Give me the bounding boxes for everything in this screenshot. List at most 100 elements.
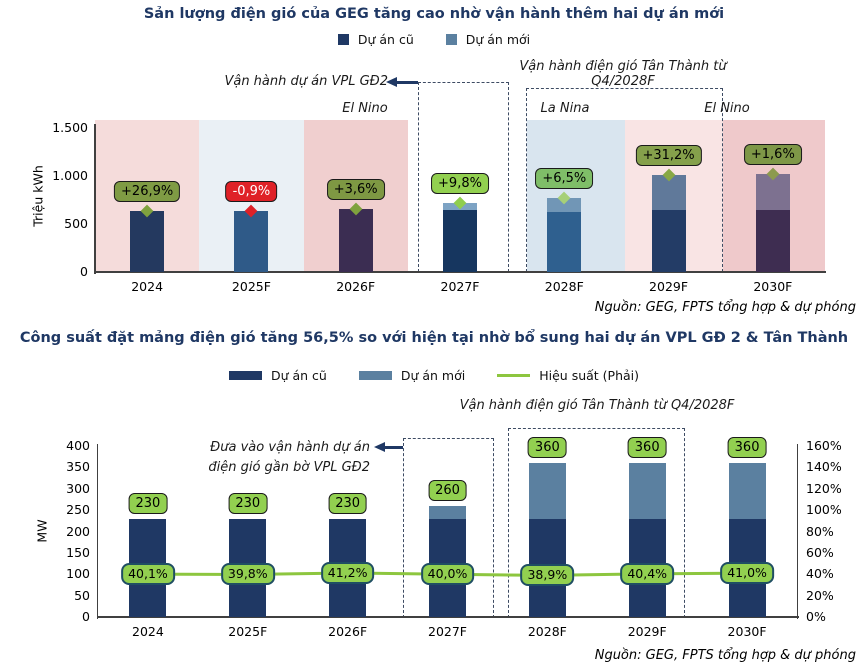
legend-label-old-projects: Dự án cũ (357, 32, 414, 47)
bar-new-projects (728, 463, 766, 519)
annotation-vpl-top: Vận hành dự án VPL GĐ2 (224, 74, 388, 89)
bar-old-projects (443, 209, 477, 272)
legend-swatch-new-projects (358, 371, 392, 380)
capacity-x-axis-label: 2025F (228, 624, 268, 639)
efficiency-badge: 40,0% (420, 563, 475, 586)
production-chart-title: Sản lượng điện gió của GEG tăng cao nhờ … (143, 6, 725, 22)
bar-new-projects (528, 463, 566, 519)
annotation-vpl-line2: điện gió gần bờ VPL GĐ2 (208, 460, 370, 475)
annotation-vpl-bottom: Đưa vào vận hành dự án điện gió gần bờ V… (150, 438, 370, 478)
bar-old-projects (338, 208, 373, 272)
production-x-axis-label: 2028F (544, 279, 584, 294)
tan-thanh-highlight-box-top (526, 88, 723, 272)
bar-old-projects (651, 209, 686, 272)
capacity-y-tick-label-left: 300 (66, 480, 90, 496)
production-x-axis-label: 2030F (753, 279, 793, 294)
efficiency-badge: 41,2% (320, 561, 375, 584)
source-note-top: Nguồn: GEG, FPTS tổng hợp & dự phóng (594, 300, 856, 315)
capacity-y-tick-label-left: 400 (66, 438, 90, 453)
growth-badge: +6,5% (535, 168, 594, 190)
growth-badge: -0,9% (225, 181, 278, 203)
capacity-badge: 360 (527, 437, 567, 459)
capacity-y-tick-label-left: 100 (66, 566, 90, 582)
capacity-badge: 260 (428, 479, 467, 501)
capacity-y-tick-label-right: 20% (806, 587, 834, 603)
bar-new-projects (628, 463, 666, 519)
climate-label-el-nino-1: El Nino (342, 101, 388, 116)
capacity-x-axis-label: 2024 (132, 624, 164, 639)
capacity-y-tick-label-left: 0 (82, 609, 90, 624)
capacity-y-tick-label-right: 100% (806, 502, 842, 518)
capacity-y-tick-label-left: 200 (66, 523, 90, 539)
growth-badge: +3,6% (326, 178, 385, 200)
legend-label-new-projects: Dự án mới (400, 368, 466, 383)
annotation-vpl-line1: Đưa vào vận hành dự án (210, 440, 370, 455)
legend-swatch-new-projects (445, 34, 457, 45)
capacity-y-tick-label-right: 160% (806, 438, 842, 453)
legend-swatch-old-projects (228, 371, 262, 380)
capacity-badge: 360 (627, 437, 667, 459)
legend-label-new-projects: Dự án mới (465, 32, 531, 47)
capacity-x-axis-label: 2028F (527, 624, 567, 639)
capacity-y-axis-title: MW (34, 519, 50, 543)
climate-label-la-nina: La Nina (540, 101, 590, 116)
production-x-axis-label: 2025F (231, 279, 271, 294)
capacity-x-axis-label: 2026F (328, 624, 368, 639)
capacity-x-axis-label: 2030F (727, 624, 767, 639)
production-y-axis-line (94, 124, 96, 274)
bar-new-projects (547, 198, 582, 213)
capacity-y-tick-label-right: 40% (806, 566, 834, 582)
efficiency-badge: 41,0% (720, 562, 774, 585)
production-legend: Dự án cũ Dự án mới (0, 32, 868, 47)
bar-old-projects (234, 211, 269, 272)
capacity-y-tick-label-right: 140% (806, 459, 842, 475)
capacity-y-axis-line-left (96, 444, 99, 619)
efficiency-badge: 40,4% (620, 562, 675, 585)
capacity-y-tick-label-right: 80% (806, 523, 834, 539)
legend-label-efficiency: Hiệu suất (Phải) (539, 368, 640, 383)
growth-badge: +9,8% (431, 172, 489, 194)
growth-badge: +26,9% (114, 180, 181, 202)
legend-label-old-projects: Dự án cũ (270, 368, 327, 383)
vpl-arrow-line (384, 446, 403, 449)
bar-old-projects (547, 212, 582, 272)
annotation-tan-thanh-bottom: Vận hành điện gió Tân Thành từ Q4/2028F (459, 398, 735, 413)
capacity-chart-title: Công suất đặt mảng điện gió tăng 56,5% s… (19, 330, 849, 346)
production-x-axis-label: 2024 (131, 279, 164, 294)
capacity-badge: 230 (228, 492, 268, 514)
capacity-y-axis-line-right (796, 444, 799, 619)
capacity-badge: 230 (328, 492, 368, 514)
legend-swatch-old-projects (337, 34, 349, 45)
vpl-highlight-box-top (418, 82, 509, 272)
growth-badge: +1,6% (743, 143, 802, 165)
production-y-tick-label: 1.500 (52, 120, 88, 135)
capacity-badge: 360 (727, 437, 767, 459)
capacity-y-tick-label-right: 120% (806, 480, 842, 496)
source-note-bottom: Nguồn: GEG, FPTS tổng hợp & dự phóng (594, 648, 856, 663)
climate-label-el-nino-2: El Nino (704, 101, 750, 116)
vpl-arrow-icon (386, 76, 397, 87)
production-x-axis-label: 2027F (440, 279, 480, 294)
capacity-badge: 230 (128, 492, 168, 514)
vpl-arrow-icon (374, 441, 385, 452)
production-x-axis-line (94, 271, 826, 273)
bar-new-projects (429, 505, 466, 519)
vpl-arrow-line (396, 81, 418, 84)
bar-old-projects (130, 210, 165, 272)
production-y-tick-label: 0 (80, 264, 88, 279)
production-y-tick-label: 1.000 (52, 168, 88, 183)
capacity-y-tick-label-left: 250 (66, 502, 90, 518)
efficiency-badge: 40,1% (121, 563, 175, 586)
capacity-y-tick-label-right: 0% (806, 609, 826, 624)
efficiency-badge: 39,8% (220, 563, 275, 586)
capacity-x-axis-label: 2027F (427, 624, 468, 639)
capacity-y-tick-label-left: 350 (66, 459, 90, 475)
capacity-x-axis-label: 2029F (627, 624, 667, 639)
production-x-axis-label: 2026F (336, 279, 376, 294)
capacity-legend: Dự án cũ Dự án mới Hiệu suất (Phải) (0, 368, 868, 383)
annotation-tan-thanh-top: Vận hành điện gió Tân Thành từ Q4/2028F (519, 59, 727, 89)
capacity-y-tick-label-left: 50 (74, 587, 90, 603)
legend-swatch-efficiency-line (497, 373, 531, 378)
capacity-y-tick-label-left: 150 (66, 544, 90, 560)
